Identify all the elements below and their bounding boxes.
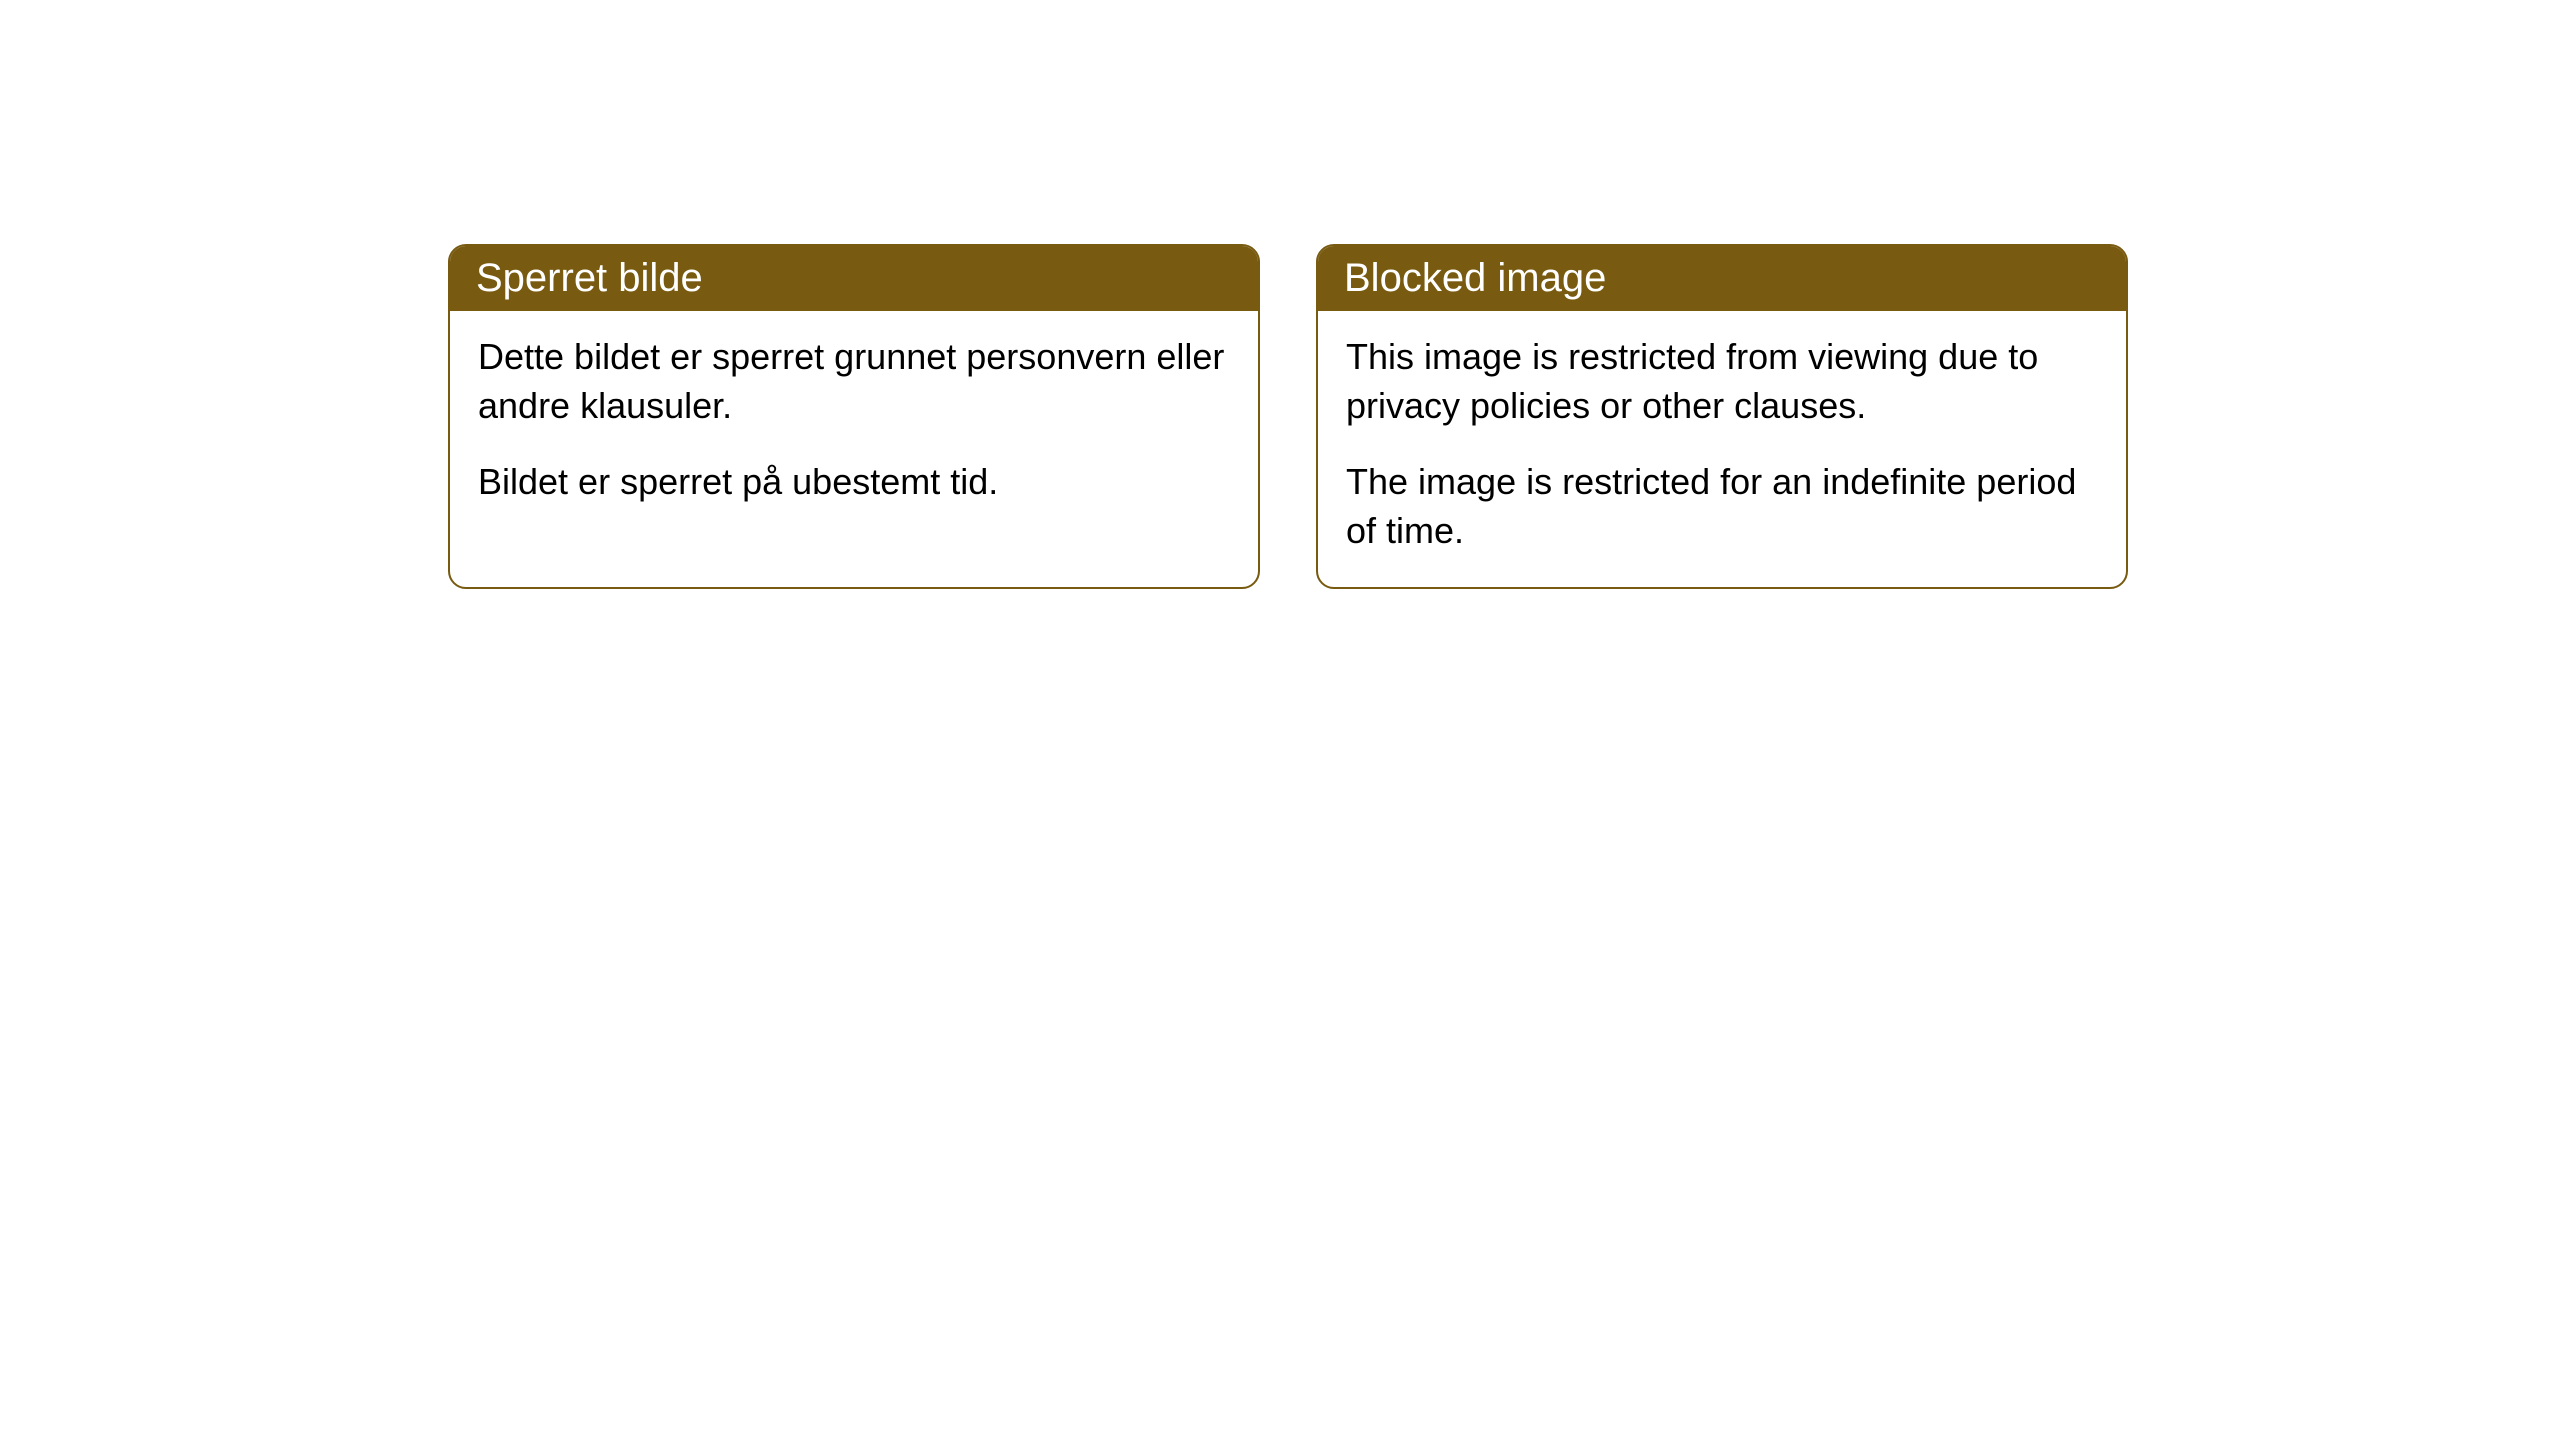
card-paragraph-2: The image is restricted for an indefinit… xyxy=(1346,458,2098,555)
card-paragraph-1: Dette bildet er sperret grunnet personve… xyxy=(478,333,1230,430)
card-paragraph-2: Bildet er sperret på ubestemt tid. xyxy=(478,458,1230,507)
card-header: Blocked image xyxy=(1318,246,2126,311)
card-body: This image is restricted from viewing du… xyxy=(1318,311,2126,587)
card-header: Sperret bilde xyxy=(450,246,1258,311)
cards-container: Sperret bilde Dette bildet er sperret gr… xyxy=(448,244,2128,589)
blocked-image-card-norwegian: Sperret bilde Dette bildet er sperret gr… xyxy=(448,244,1260,589)
card-body: Dette bildet er sperret grunnet personve… xyxy=(450,311,1258,539)
card-paragraph-1: This image is restricted from viewing du… xyxy=(1346,333,2098,430)
blocked-image-card-english: Blocked image This image is restricted f… xyxy=(1316,244,2128,589)
